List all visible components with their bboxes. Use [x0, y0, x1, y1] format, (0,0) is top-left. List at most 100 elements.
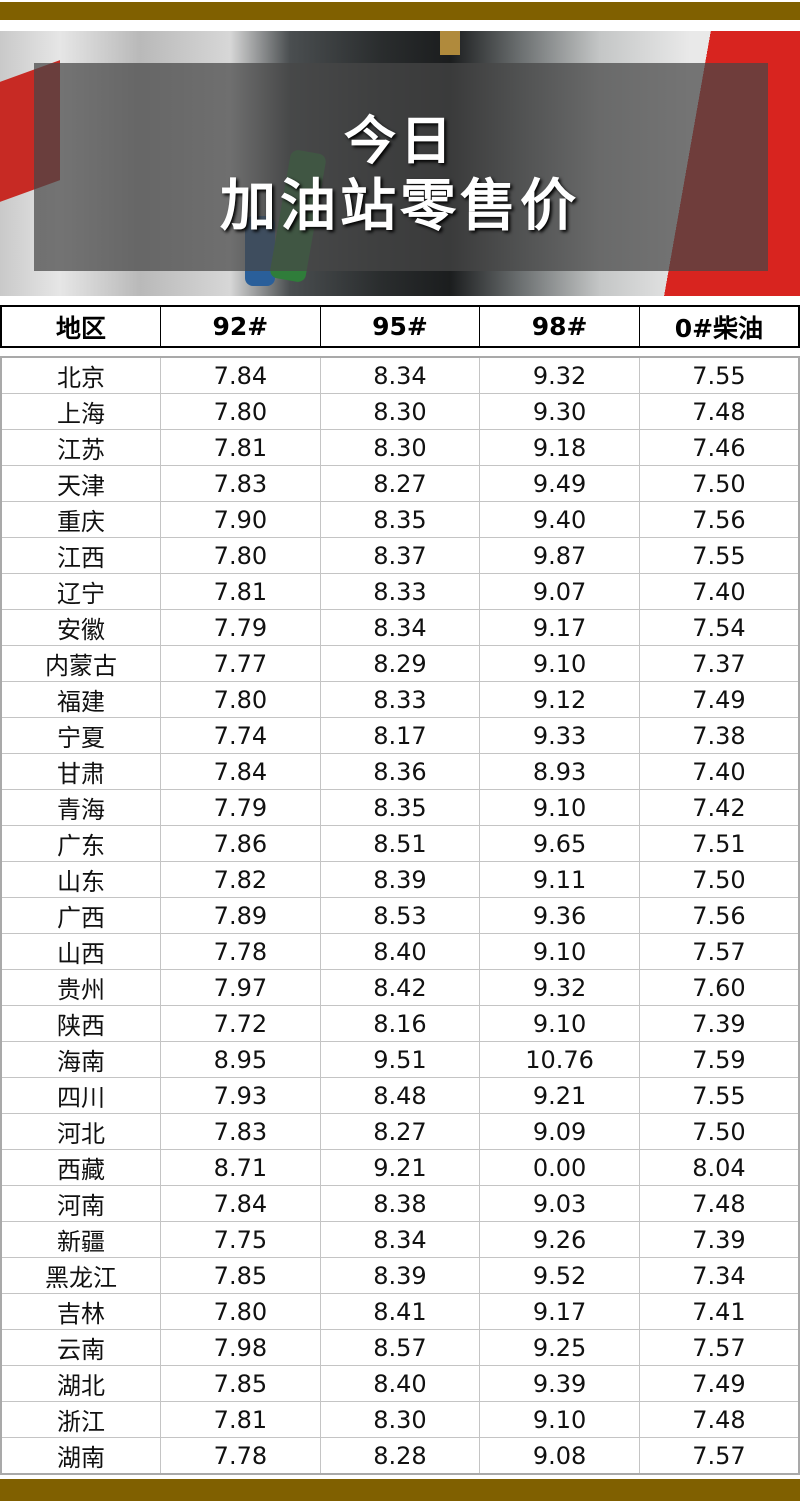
cell-price-95: 8.16 [319, 1005, 481, 1042]
cell-price-95: 8.34 [319, 1221, 481, 1258]
cell-region: 安徽 [0, 609, 162, 646]
cell-price-95: 8.28 [319, 1437, 481, 1475]
cell-region: 江苏 [0, 429, 162, 466]
cell-price-92: 7.83 [160, 1113, 321, 1150]
cell-price-diesel: 7.37 [638, 645, 800, 682]
cell-price-92: 7.97 [160, 969, 321, 1006]
cell-price-diesel: 7.59 [638, 1041, 800, 1078]
cell-region: 重庆 [0, 501, 162, 538]
cell-price-92: 7.86 [160, 825, 321, 862]
cell-region: 新疆 [0, 1221, 162, 1258]
title-overlay [34, 63, 768, 271]
header-92: 92# [160, 306, 321, 347]
cell-region: 内蒙古 [0, 645, 162, 682]
cell-price-98: 9.52 [479, 1257, 640, 1294]
cell-region: 吉林 [0, 1293, 162, 1330]
cell-region: 河南 [0, 1185, 162, 1222]
cell-price-92: 7.75 [160, 1221, 321, 1258]
cell-price-92: 7.98 [160, 1329, 321, 1366]
cell-price-95: 8.33 [319, 681, 481, 718]
cell-price-diesel: 7.46 [638, 429, 800, 466]
cell-price-diesel: 7.57 [638, 933, 800, 970]
cell-price-95: 8.38 [319, 1185, 481, 1222]
table-row: 辽宁 7.81 8.33 9.07 7.40 [0, 573, 800, 610]
cell-price-98: 9.17 [479, 1293, 640, 1330]
cell-price-95: 8.29 [319, 645, 481, 682]
cell-price-diesel: 7.40 [638, 573, 800, 610]
cell-price-95: 8.34 [319, 356, 481, 394]
bottom-accent-bar [0, 1479, 800, 1501]
table-row: 黑龙江 7.85 8.39 9.52 7.34 [0, 1257, 800, 1294]
cell-price-92: 7.78 [160, 933, 321, 970]
cell-price-95: 8.39 [319, 1257, 481, 1294]
cell-price-diesel: 7.48 [638, 1401, 800, 1438]
title-line-2: 加油站零售价 [220, 174, 580, 239]
cell-region: 黑龙江 [0, 1257, 162, 1294]
cell-price-95: 8.39 [319, 861, 481, 898]
cell-price-95: 8.33 [319, 573, 481, 610]
cell-price-98: 9.11 [479, 861, 640, 898]
cell-price-92: 7.90 [160, 501, 321, 538]
cell-region: 广东 [0, 825, 162, 862]
cell-price-92: 7.77 [160, 645, 321, 682]
cell-price-95: 8.40 [319, 933, 481, 970]
cell-price-diesel: 7.39 [638, 1221, 800, 1258]
cell-price-98: 9.30 [479, 393, 640, 430]
cell-price-98: 9.36 [479, 897, 640, 934]
table-row: 山东 7.82 8.39 9.11 7.50 [0, 861, 800, 898]
cell-price-92: 7.81 [160, 1401, 321, 1438]
cell-price-92: 7.85 [160, 1257, 321, 1294]
cell-price-92: 7.89 [160, 897, 321, 934]
table-row: 河南 7.84 8.38 9.03 7.48 [0, 1185, 800, 1222]
hero-banner: 今日 加油站零售价 [0, 31, 800, 296]
cell-price-diesel: 7.55 [638, 537, 800, 574]
cell-price-95: 8.30 [319, 1401, 481, 1438]
table-row: 四川 7.93 8.48 9.21 7.55 [0, 1077, 800, 1114]
cell-price-98: 9.87 [479, 537, 640, 574]
cell-price-98: 9.12 [479, 681, 640, 718]
table-row: 山西 7.78 8.40 9.10 7.57 [0, 933, 800, 970]
cell-price-95: 8.53 [319, 897, 481, 934]
table-row: 广西 7.89 8.53 9.36 7.56 [0, 897, 800, 934]
cell-price-98: 9.07 [479, 573, 640, 610]
table-row: 内蒙古 7.77 8.29 9.10 7.37 [0, 645, 800, 682]
cell-price-diesel: 7.51 [638, 825, 800, 862]
cell-price-diesel: 7.55 [638, 1077, 800, 1114]
cell-price-98: 9.10 [479, 933, 640, 970]
cell-price-diesel: 7.56 [638, 501, 800, 538]
cell-price-diesel: 7.50 [638, 861, 800, 898]
cell-region: 北京 [0, 356, 162, 394]
cell-price-95: 8.30 [319, 429, 481, 466]
cell-price-98: 9.10 [479, 1005, 640, 1042]
cell-price-98: 10.76 [479, 1041, 640, 1078]
table-row: 上海 7.80 8.30 9.30 7.48 [0, 393, 800, 430]
cell-price-98: 8.93 [479, 753, 640, 790]
cell-region: 湖南 [0, 1437, 162, 1475]
table-row: 湖北 7.85 8.40 9.39 7.49 [0, 1365, 800, 1402]
table-row: 江苏 7.81 8.30 9.18 7.46 [0, 429, 800, 466]
cell-region: 辽宁 [0, 573, 162, 610]
cell-price-diesel: 7.40 [638, 753, 800, 790]
header-98: 98# [479, 306, 640, 347]
cell-price-diesel: 7.39 [638, 1005, 800, 1042]
cell-price-diesel: 7.50 [638, 465, 800, 502]
cell-price-98: 9.17 [479, 609, 640, 646]
cell-price-98: 9.10 [479, 645, 640, 682]
cell-price-diesel: 7.57 [638, 1329, 800, 1366]
cell-price-diesel: 7.56 [638, 897, 800, 934]
cell-price-98: 0.00 [479, 1149, 640, 1186]
cell-price-diesel: 7.55 [638, 356, 800, 394]
cell-price-92: 7.83 [160, 465, 321, 502]
table-row: 西藏 8.71 9.21 0.00 8.04 [0, 1149, 800, 1186]
cell-price-92: 7.80 [160, 1293, 321, 1330]
cell-region: 山西 [0, 933, 162, 970]
cell-price-95: 8.36 [319, 753, 481, 790]
table-row: 湖南 7.78 8.28 9.08 7.57 [0, 1437, 800, 1475]
top-accent-bar [0, 2, 800, 20]
cell-price-98: 9.18 [479, 429, 640, 466]
cell-price-95: 8.48 [319, 1077, 481, 1114]
cell-price-98: 9.39 [479, 1365, 640, 1402]
table-row: 甘肃 7.84 8.36 8.93 7.40 [0, 753, 800, 790]
cell-price-diesel: 7.54 [638, 609, 800, 646]
cell-price-92: 8.95 [160, 1041, 321, 1078]
